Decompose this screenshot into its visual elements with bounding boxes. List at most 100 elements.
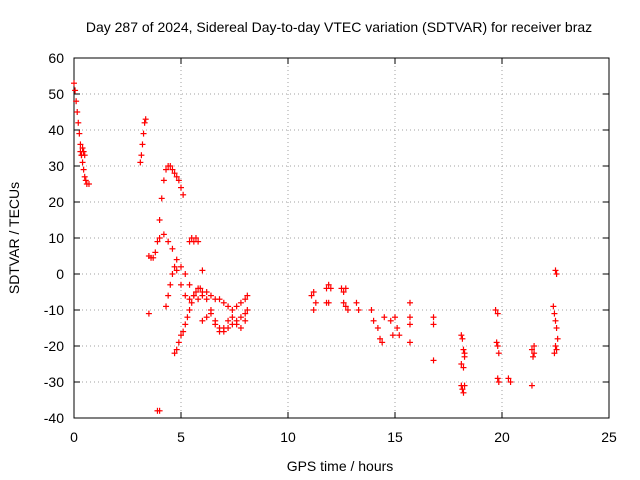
data-point bbox=[530, 353, 537, 360]
data-point bbox=[173, 173, 180, 180]
data-point bbox=[137, 159, 144, 166]
data-point bbox=[430, 357, 437, 364]
series-seg4 bbox=[145, 163, 187, 261]
data-point bbox=[80, 148, 87, 155]
data-point bbox=[244, 292, 251, 299]
data-point bbox=[242, 317, 249, 324]
data-point bbox=[458, 361, 465, 367]
data-point bbox=[312, 299, 319, 306]
data-point bbox=[163, 166, 170, 173]
data-point bbox=[152, 249, 159, 256]
data-point bbox=[81, 173, 88, 180]
data-point bbox=[553, 325, 560, 331]
data-point bbox=[173, 256, 180, 263]
data-point bbox=[71, 80, 77, 87]
data-point bbox=[207, 310, 214, 317]
series-seg6 bbox=[163, 263, 251, 313]
data-point bbox=[186, 307, 193, 313]
data-point bbox=[344, 307, 351, 313]
data-point bbox=[531, 350, 538, 357]
y-tick-label: 20 bbox=[48, 194, 64, 210]
data-point bbox=[77, 141, 84, 148]
data-point bbox=[160, 231, 167, 238]
data-point bbox=[182, 271, 189, 277]
data-point bbox=[171, 350, 178, 357]
data-point bbox=[377, 335, 384, 342]
data-point bbox=[460, 364, 467, 371]
data-point bbox=[225, 317, 232, 324]
data-point bbox=[550, 303, 557, 310]
data-point bbox=[195, 238, 202, 245]
data-point bbox=[154, 238, 161, 245]
data-point bbox=[79, 145, 86, 151]
y-tick-label: 40 bbox=[48, 122, 64, 138]
data-point bbox=[182, 292, 189, 299]
data-point bbox=[237, 314, 244, 321]
y-tick-label: 60 bbox=[48, 50, 64, 66]
data-point bbox=[138, 152, 145, 159]
series-seg2 bbox=[77, 145, 88, 159]
data-point bbox=[551, 350, 558, 357]
data-point bbox=[342, 303, 349, 310]
x-tick-label: 10 bbox=[280, 429, 296, 445]
data-point bbox=[495, 379, 502, 385]
series-seg10 bbox=[199, 310, 249, 335]
data-point bbox=[430, 321, 437, 328]
data-point bbox=[340, 299, 347, 306]
data-point bbox=[156, 217, 163, 223]
data-point bbox=[199, 317, 206, 324]
data-point bbox=[76, 130, 83, 137]
y-axis-label: SDTVAR / TECUs bbox=[6, 182, 22, 294]
data-point bbox=[552, 267, 559, 274]
data-point bbox=[389, 332, 396, 339]
data-point bbox=[192, 235, 199, 241]
data-point bbox=[165, 292, 172, 299]
data-point bbox=[184, 314, 191, 321]
series-seg9 bbox=[145, 267, 206, 414]
data-point bbox=[528, 382, 535, 389]
y-tick-label: 0 bbox=[56, 266, 64, 282]
data-point bbox=[355, 307, 362, 313]
data-point bbox=[220, 325, 227, 331]
data-point bbox=[163, 303, 170, 310]
data-point bbox=[169, 166, 176, 173]
data-point bbox=[216, 296, 223, 303]
data-point bbox=[233, 303, 240, 310]
data-point bbox=[494, 343, 501, 349]
data-point bbox=[493, 339, 500, 346]
series-seg13 bbox=[492, 307, 538, 389]
data-point bbox=[165, 238, 172, 245]
data-point bbox=[139, 141, 146, 148]
data-point bbox=[142, 116, 149, 123]
series-seg14 bbox=[550, 267, 561, 357]
data-point bbox=[169, 245, 176, 252]
data-point bbox=[220, 299, 227, 306]
series-seg3 bbox=[137, 116, 149, 166]
data-point bbox=[495, 350, 502, 357]
data-point bbox=[178, 263, 184, 270]
y-tick-label: -10 bbox=[44, 302, 64, 318]
data-point bbox=[505, 375, 512, 382]
data-point bbox=[461, 350, 468, 357]
y-tick-labels: -40 -30 -20 -10 0 10 20 30 40 50 60 bbox=[44, 50, 64, 426]
data-point bbox=[368, 307, 375, 313]
data-point bbox=[178, 281, 184, 288]
data-point bbox=[167, 163, 174, 169]
data-point bbox=[325, 299, 332, 306]
data-point bbox=[160, 177, 167, 184]
data-point bbox=[492, 307, 499, 313]
data-point bbox=[327, 285, 334, 292]
x-tick-label: 25 bbox=[601, 429, 617, 445]
data-point bbox=[406, 299, 413, 306]
y-tick-label: -40 bbox=[44, 410, 64, 426]
x-tick-label: 20 bbox=[494, 429, 510, 445]
data-point bbox=[459, 335, 466, 342]
data-point bbox=[203, 296, 210, 303]
data-point bbox=[233, 321, 240, 328]
data-point bbox=[553, 346, 560, 353]
data-point bbox=[195, 296, 202, 303]
data-point bbox=[158, 195, 165, 202]
axis-ticks bbox=[73, 57, 610, 419]
data-point bbox=[182, 321, 189, 328]
x-tick-label: 15 bbox=[387, 429, 403, 445]
